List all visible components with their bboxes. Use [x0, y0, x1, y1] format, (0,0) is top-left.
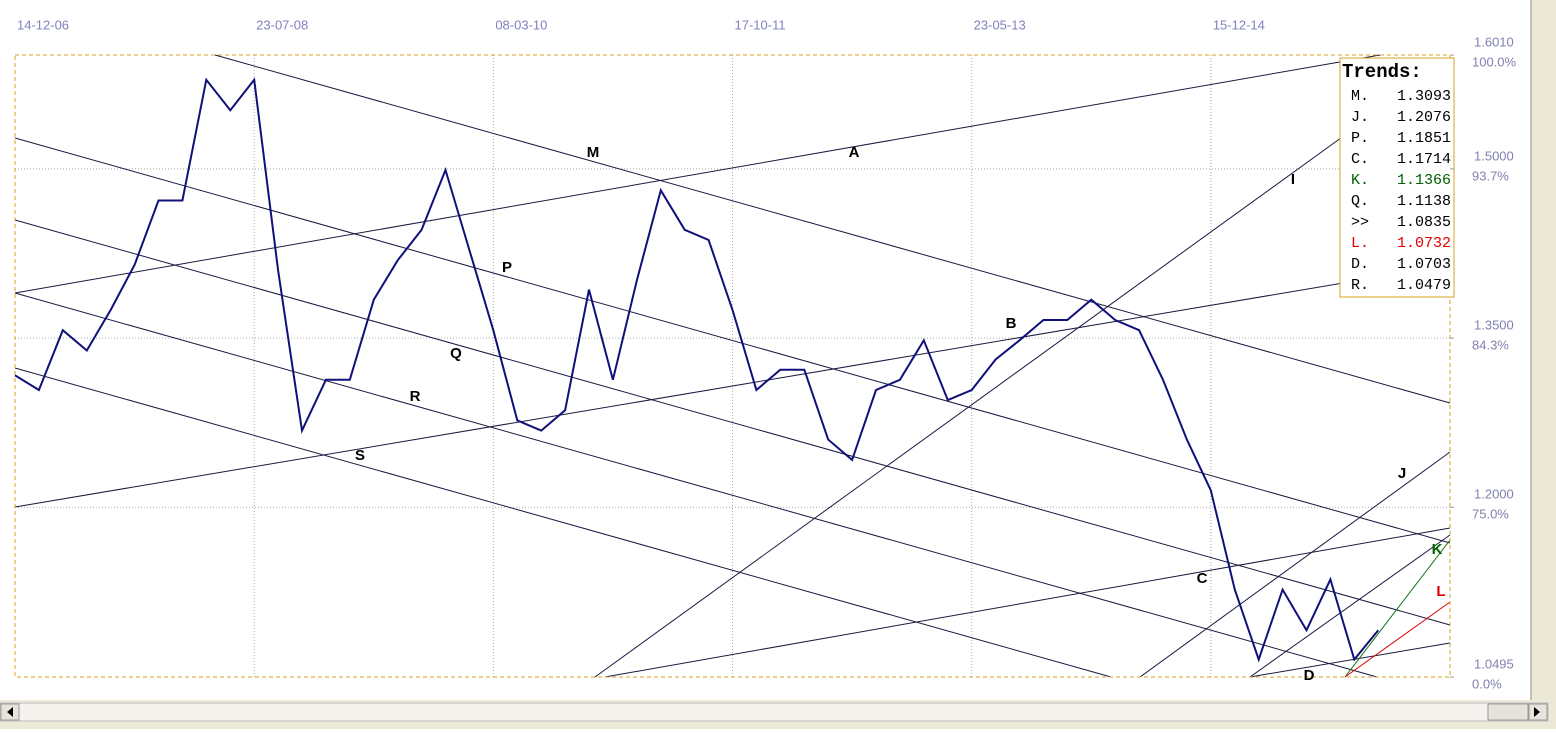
- trend-row-label: >>: [1351, 214, 1369, 231]
- plot-frame: [14, 54, 1451, 678]
- plot: [14, 77, 1380, 663]
- trend-row-value: 1.0732: [1397, 235, 1451, 252]
- y-tick-label: 1.0495: [1474, 656, 1514, 671]
- arrow-icon: [7, 707, 13, 717]
- scrollbar[interactable]: [0, 702, 1549, 722]
- x-tick-label: 15-12-14: [1213, 17, 1265, 32]
- arrow-icon: [1534, 707, 1540, 717]
- trend-row-value: 1.3093: [1397, 88, 1451, 105]
- grid: [15, 55, 1450, 677]
- trend-label: B: [1006, 315, 1017, 332]
- trend-line: [214, 54, 1451, 404]
- y-tick-label: 1.6010: [1474, 34, 1514, 49]
- trend-label: C: [1197, 570, 1208, 587]
- trend-line: [1249, 642, 1451, 678]
- y-tick-percent: 0.0%: [1472, 676, 1502, 691]
- trend-label: Q: [450, 345, 462, 362]
- trend-row-label: D.: [1351, 256, 1369, 273]
- trend-line: [14, 264, 1451, 508]
- trend-row-label: Q.: [1351, 193, 1369, 210]
- trend-row-value: 1.1366: [1397, 172, 1451, 189]
- x-tick-label: 23-05-13: [974, 17, 1026, 32]
- scroll-thumb[interactable]: [1487, 703, 1529, 721]
- trend-row-label: C.: [1351, 151, 1369, 168]
- trend-row-value: 1.0835: [1397, 214, 1451, 231]
- trend-row-value: 1.1851: [1397, 130, 1451, 147]
- trend-label: J: [1398, 465, 1406, 482]
- trend-row-label: K.: [1351, 172, 1369, 189]
- trend-row-label: J.: [1351, 109, 1369, 126]
- trend-row-label: P.: [1351, 130, 1369, 147]
- trend-row-value: 1.0479: [1397, 277, 1451, 294]
- trend-line: [14, 292, 1378, 678]
- y-tick-percent: 75.0%: [1472, 507, 1509, 522]
- price-line: [14, 77, 1380, 663]
- trend-line: [14, 137, 1451, 544]
- trend-row-label: R.: [1351, 277, 1369, 294]
- trend-line: [1249, 534, 1451, 678]
- trend-line: [604, 527, 1451, 678]
- trend-row-value: 1.0703: [1397, 256, 1451, 273]
- y-tick-label: 1.3500: [1474, 318, 1514, 333]
- trend-line: [14, 219, 1451, 626]
- trend-label: S: [355, 447, 365, 464]
- y-tick-percent: 100.0%: [1472, 54, 1517, 69]
- trend-row-value: 1.2076: [1397, 109, 1451, 126]
- trend-label: L: [1436, 583, 1445, 600]
- trend-label: M: [587, 144, 600, 161]
- trend-label: A: [849, 144, 860, 161]
- trend-row-label: M.: [1351, 88, 1369, 105]
- x-tick-label: 08-03-10: [495, 17, 547, 32]
- trend-line: [1139, 451, 1451, 678]
- trend-line: [594, 134, 1346, 678]
- trend-row-value: 1.1714: [1397, 151, 1451, 168]
- y-tick-percent: 93.7%: [1472, 168, 1509, 183]
- x-tick-label: 23-07-08: [256, 17, 308, 32]
- trends-box-frame: [1339, 57, 1455, 298]
- trend-row-value: 1.1138: [1397, 193, 1451, 210]
- x-tick-label: 17-10-11: [735, 17, 786, 32]
- trends-title: Trends:: [1342, 61, 1422, 83]
- trend-line: [14, 54, 1381, 294]
- trend-label: P: [502, 259, 512, 276]
- trend-line: [1344, 539, 1451, 678]
- trend-line: [1344, 601, 1451, 678]
- trend-line: [14, 367, 1112, 678]
- trend-lines: [14, 54, 1451, 678]
- trend-label: K: [1432, 541, 1443, 558]
- trend-label: R: [410, 388, 421, 405]
- x-tick-label: 14-12-06: [17, 17, 69, 32]
- y-tick-percent: 84.3%: [1472, 338, 1509, 353]
- trends-box: Trends: M. 1.3093 J. 1.2076 P. 1.1851 C. 1.1714 K…: [1339, 57, 1455, 298]
- y-tick-label: 1.5000: [1474, 148, 1514, 163]
- trend-label: D: [1304, 667, 1315, 684]
- trend-row-label: L.: [1351, 235, 1369, 252]
- trend-label: I: [1291, 171, 1295, 188]
- right-panel: [1530, 0, 1556, 729]
- y-tick-label: 1.2000: [1474, 487, 1514, 502]
